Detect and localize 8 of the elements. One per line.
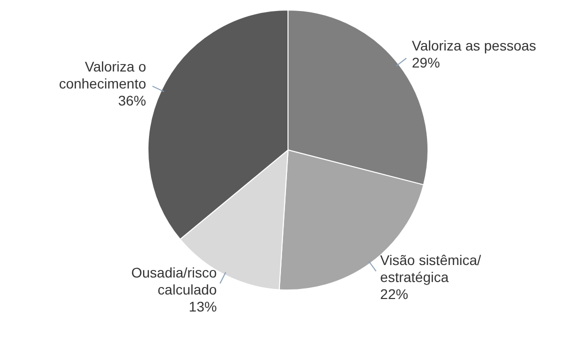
slice-label: Valoriza as pessoas: [412, 37, 536, 54]
data-label: 36%: [118, 92, 146, 108]
slice-label: Valoriza o conhecimento: [58, 58, 146, 92]
data-label: 29%: [412, 54, 440, 70]
slice-label: Ousadia/risco calculado: [131, 264, 218, 298]
data-label: 13%: [188, 298, 217, 315]
data-label: 22%: [380, 286, 408, 302]
slice-label: Visão sistêmica/ estratégica: [380, 252, 482, 285]
